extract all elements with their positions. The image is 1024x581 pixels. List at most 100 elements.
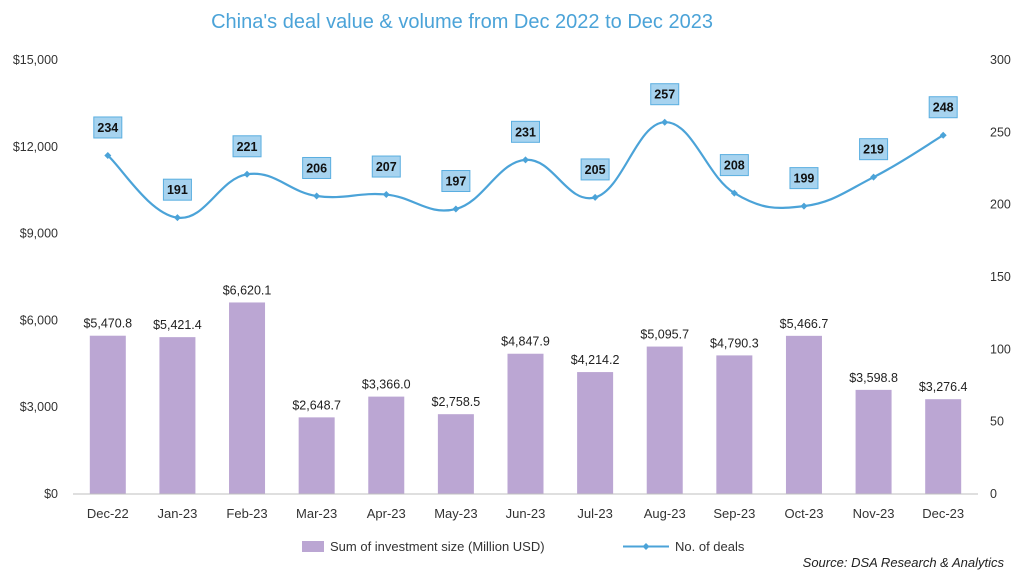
legend-label-investment: Sum of investment size (Million USD) [330, 539, 545, 554]
bar-value-label: $5,466.7 [780, 317, 829, 331]
bar [368, 396, 405, 494]
bar-value-label: $5,470.8 [83, 317, 132, 331]
bar [229, 302, 266, 494]
deals-label-box [441, 170, 471, 193]
x-axis-ticks: Dec-22 Jan-23 Feb-23 Mar-23 Apr-23 May-23 Jun-… [87, 506, 964, 521]
deals-label-box [232, 135, 262, 158]
left-axis-tick-label: $6,000 [20, 313, 58, 327]
deals-label-box [511, 120, 540, 143]
deals-value-label: 197 [445, 175, 466, 189]
x-axis-tick-label: Oct-23 [784, 506, 823, 521]
line-data-labels: 234 191 221 206 207 197 231 205 257 208 199 219 248 [93, 83, 958, 201]
deals-value-label: 191 [167, 183, 188, 197]
legend-swatch-investment [302, 541, 324, 552]
deals-point-marker [104, 151, 112, 159]
bar-series [89, 302, 962, 494]
right-axis-tick-label: 0 [990, 487, 997, 501]
bar-value-label: $3,276.4 [919, 380, 968, 394]
left-axis-tick-label: $0 [44, 487, 58, 501]
left-axis-tick-label: $3,000 [20, 400, 58, 414]
x-axis-tick-label: Aug-23 [644, 506, 686, 521]
line-series [104, 118, 947, 222]
x-axis-tick-label: Feb-23 [226, 506, 267, 521]
deals-value-label: 248 [933, 101, 954, 115]
x-axis-tick-label: Dec-23 [922, 506, 964, 521]
deals-value-label: 206 [306, 161, 327, 175]
bar [785, 335, 822, 494]
deals-point-marker [243, 170, 251, 178]
bar-value-label: $2,648.7 [292, 398, 341, 412]
right-axis-tick-label: 250 [990, 125, 1011, 139]
deals-value-label: 234 [97, 121, 118, 135]
deals-value-label: 257 [654, 88, 675, 102]
deals-value-label: 205 [585, 163, 606, 177]
bar-value-label: $4,214.2 [571, 353, 620, 367]
bar [507, 353, 544, 494]
source-note: Source: DSA Research & Analytics [803, 555, 1005, 570]
right-axis-tick-label: 200 [990, 198, 1011, 212]
deals-label-box [719, 154, 749, 177]
bar [159, 337, 196, 494]
bar [577, 372, 614, 494]
left-axis-tick-label: $9,000 [20, 227, 58, 241]
deals-label-box [789, 167, 819, 190]
x-axis-tick-label: Jan-23 [158, 506, 198, 521]
bar-value-label: $2,758.5 [432, 395, 481, 409]
deals-point-marker [591, 193, 599, 201]
deals-value-label: 221 [237, 140, 258, 154]
deals-label-box [580, 158, 610, 181]
deals-point-marker [522, 156, 529, 164]
deals-label-box [162, 178, 192, 201]
deals-label-box [302, 156, 332, 179]
deals-point-marker [939, 131, 947, 139]
deals-value-label: 231 [515, 125, 536, 139]
x-axis-tick-label: Jul-23 [577, 506, 612, 521]
bar-value-label: $4,847.9 [501, 335, 550, 349]
x-axis-tick-label: Apr-23 [367, 506, 406, 521]
x-axis-tick-label: Jun-23 [506, 506, 546, 521]
deals-point-marker [452, 205, 460, 213]
left-axis-tick-label: $12,000 [13, 140, 58, 154]
deals-point-marker [800, 202, 808, 210]
deals-label-box [371, 155, 401, 178]
bar-value-label: $6,620.1 [223, 283, 272, 297]
left-axis-tick-label: $15,000 [13, 53, 58, 67]
x-axis-tick-label: Dec-22 [87, 506, 129, 521]
bar-value-label: $5,421.4 [153, 318, 202, 332]
bar [89, 335, 126, 494]
bar [437, 414, 474, 494]
bar-data-labels: $5,470.8 $5,421.4 $6,620.1 $2,648.7 $3,366.0… [83, 283, 967, 412]
left-axis: $0 $3,000 $6,000 $9,000 $12,000 $15,000 [13, 53, 58, 501]
right-axis: 0 50 100 150 200 250 300 [990, 53, 1011, 501]
deals-value-label: 207 [376, 160, 397, 174]
right-axis-tick-label: 300 [990, 53, 1011, 67]
bar [925, 399, 962, 494]
bar-value-label: $3,366.0 [362, 378, 411, 392]
deals-label-box [859, 138, 889, 161]
bar-value-label: $5,095.7 [640, 328, 689, 342]
bar [298, 417, 335, 494]
deals-label-box [928, 96, 958, 119]
right-axis-tick-label: 100 [990, 342, 1011, 356]
bar [646, 346, 683, 494]
deals-point-marker [730, 189, 738, 197]
x-axis-tick-label: Sep-23 [713, 506, 755, 521]
deals-point-marker [382, 191, 390, 199]
deals-value-label: 199 [794, 172, 815, 186]
deals-point-marker [870, 173, 878, 181]
legend-swatch-deals-marker [642, 543, 650, 550]
bar [855, 389, 892, 494]
bar-value-label: $3,598.8 [849, 371, 898, 385]
x-axis-tick-label: Mar-23 [296, 506, 337, 521]
right-axis-tick-label: 50 [990, 415, 1004, 429]
legend: Sum of investment size (Million USD) No. … [302, 539, 745, 554]
bar [716, 355, 753, 494]
deals-value-label: 208 [724, 159, 745, 173]
chart-title: China's deal value & volume from Dec 202… [211, 11, 713, 33]
x-axis-tick-label: May-23 [434, 506, 477, 521]
deals-label-box [650, 83, 680, 106]
right-axis-tick-label: 150 [990, 270, 1011, 284]
deals-point-marker [313, 192, 321, 200]
deals-label-box [93, 116, 123, 139]
